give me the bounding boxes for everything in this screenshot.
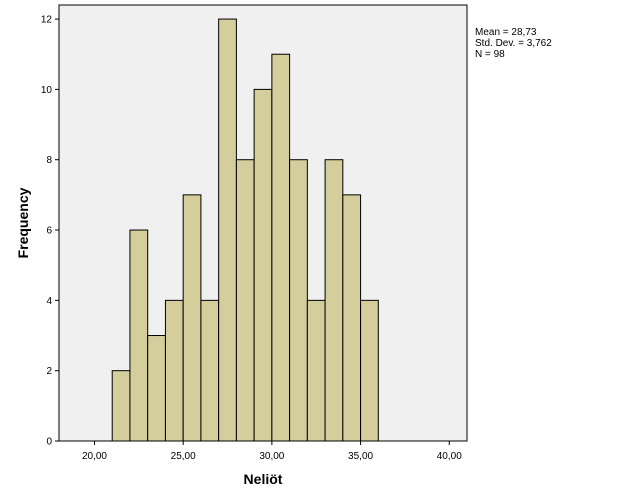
y-tick-label: 2 xyxy=(46,366,52,377)
y-tick-label: 0 xyxy=(46,437,52,448)
y-tick-label: 12 xyxy=(41,15,53,26)
std-dev-stat: Std. Dev. = 3,762 xyxy=(475,38,552,49)
x-tick-label: 40,00 xyxy=(437,451,462,462)
y-tick-label: 8 xyxy=(46,155,52,166)
y-tick-label: 6 xyxy=(46,226,52,237)
y-tick-label: 10 xyxy=(41,85,53,96)
y-axis-label: Frequency xyxy=(15,187,31,258)
n-stat: N = 98 xyxy=(475,49,505,60)
x-tick-label: 30,00 xyxy=(259,451,284,462)
histogram-bar xyxy=(360,299,379,442)
histogram-bar xyxy=(289,159,308,442)
x-axis-label: Neliöt xyxy=(244,471,283,487)
histogram-bar xyxy=(324,159,344,442)
histogram-bar xyxy=(200,299,220,442)
histogram-bar xyxy=(253,88,273,442)
bars-group xyxy=(111,18,379,442)
x-tick-label: 20,00 xyxy=(82,451,107,462)
histogram-bar xyxy=(342,194,362,442)
histogram-bar xyxy=(182,194,202,442)
x-tick-label: 35,00 xyxy=(348,451,373,462)
histogram-bar xyxy=(235,159,255,442)
histogram-bar xyxy=(111,370,131,442)
histogram-bar xyxy=(306,299,326,442)
mean-stat: Mean = 28,73 xyxy=(475,27,537,38)
histogram-bar xyxy=(164,299,184,442)
y-tick-label: 4 xyxy=(46,296,52,307)
histogram-bar xyxy=(218,18,237,442)
histogram-bar xyxy=(129,229,149,442)
histogram-bar xyxy=(147,335,166,442)
x-axis: 20,00 25,00 30,00 35,00 40,00 xyxy=(82,441,462,462)
histogram-bar xyxy=(271,53,291,442)
statistics-legend: Mean = 28,73 Std. Dev. = 3,762 N = 98 xyxy=(475,27,552,60)
y-axis: 0 2 4 6 8 10 12 xyxy=(41,15,59,448)
x-tick-label: 25,00 xyxy=(171,451,196,462)
